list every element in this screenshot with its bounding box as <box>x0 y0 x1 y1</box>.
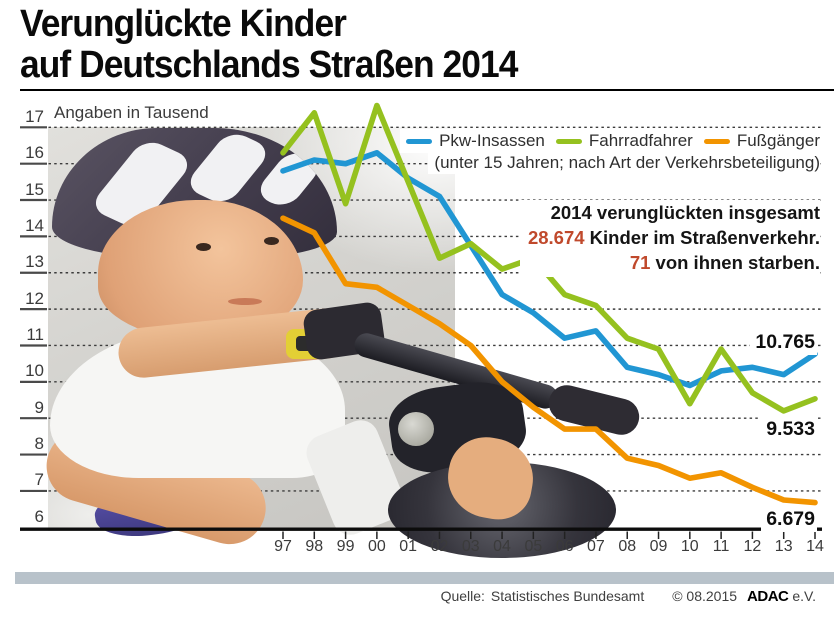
page-title: Verunglückte Kinder auf Deutschlands Str… <box>20 3 518 86</box>
title-line-1: Verunglückte Kinder <box>20 3 347 45</box>
series-line-pkw-insassen <box>280 150 818 389</box>
series-line-fahrradfahrer <box>280 102 818 414</box>
title-rule <box>20 89 834 91</box>
source-label: Quelle: <box>440 588 485 604</box>
footer: Quelle: Statistisches Bundesamt © 08.2015 A… <box>441 588 816 605</box>
source-name: Statistisches Bundesamt <box>490 588 645 604</box>
series-line-fussgaenger <box>280 215 818 506</box>
footer-bar <box>15 572 834 584</box>
brand-suffix: e.V. <box>792 588 816 604</box>
adac-logo: ADAC <box>747 588 789 605</box>
title-line-2: auf Deutschlands Straßen 2014 <box>20 44 518 86</box>
copyright: © 08.2015 <box>672 588 738 604</box>
